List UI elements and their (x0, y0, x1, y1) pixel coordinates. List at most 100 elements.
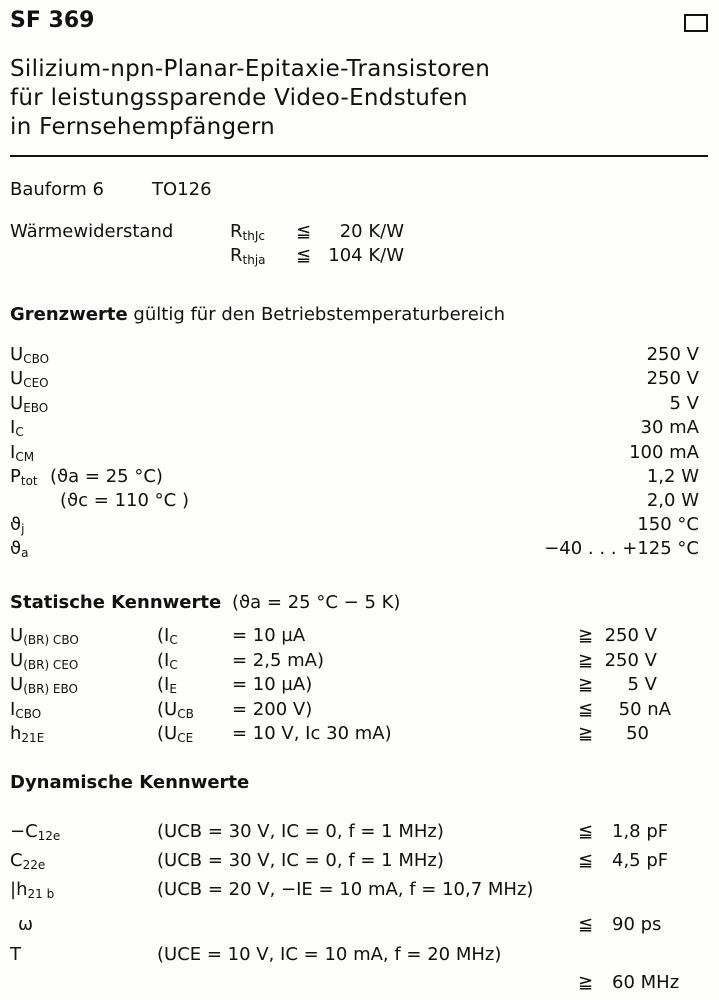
thermal-row: RthJc ≦ 20 K/W (0, 221, 719, 245)
divider (10, 155, 708, 157)
symbol-main: I (10, 417, 16, 438)
value: 250 V (604, 625, 657, 646)
condition: (UCB = 30 V, IC = 0, f = 1 MHz) (157, 850, 444, 871)
symbol: Rthja (230, 245, 266, 267)
symbol: UCBO (10, 344, 49, 366)
symbol-subscript: j (21, 522, 25, 536)
value: 60 MHz (612, 972, 680, 993)
param: (UCB (157, 699, 194, 721)
subtitle-line-1: Silizium-npn-Planar-Epitaxie-Transistore… (10, 56, 491, 82)
symbol-main: h (10, 723, 22, 744)
symbol-main: U (10, 649, 24, 671)
symbol: −C12e (10, 821, 60, 843)
thermal-row: Rthja ≦ 104 K/W (0, 245, 719, 269)
symbol-subscript: (BR) CEO (23, 657, 79, 672)
dynamic-row: C22e (UCB = 30 V, IC = 0, f = 1 MHz) ≦ 4,5 … (0, 850, 719, 874)
symbol: UCEO (10, 368, 49, 390)
param-subscript: CB (177, 706, 194, 721)
symbol-main: ω (18, 914, 34, 935)
symbol: U(BR) CBO (10, 625, 79, 647)
symbol-subscript: CEO (23, 376, 49, 390)
condition: (UCB = 20 V, −IE = 10 mA, f = 10,7 MHz) (157, 879, 534, 900)
limit-row: Ptot (ϑa = 25 °C) 1,2 W (0, 466, 719, 490)
symbol-subscript: a (21, 546, 29, 560)
dynamic-row: T (UCE = 10 V, IC = 10 mA, f = 20 MHz) (0, 944, 719, 968)
condition: (ϑc = 110 °C ) (60, 490, 189, 511)
symbol: U(BR) CEO (10, 650, 78, 672)
condition: (UCE = 10 V, IC = 10 mA, f = 20 MHz) (157, 944, 502, 965)
symbol-subscript: tot (20, 474, 38, 488)
operator: ≦ (578, 698, 594, 720)
symbol-subscript: (BR) EBO (23, 682, 78, 696)
checkbox-square-icon (684, 14, 708, 32)
symbol: T (10, 944, 21, 966)
dynamic-row: −C12e (UCB = 30 V, IC = 0, f = 1 MHz) ≦ 1,8… (0, 821, 719, 845)
thermal-label: Wärmewiderstand (10, 221, 174, 242)
symbol-main: U (10, 393, 24, 414)
value: 30 mA (640, 417, 699, 438)
static-row: U(BR) CEO (IC = 2,5 mA) ≧ 250 V (0, 650, 719, 674)
symbol-subscript: 21E (21, 731, 45, 745)
package-value: TO126 (152, 179, 212, 200)
operator: ≦ (578, 850, 594, 871)
limit-row: UEBO 5 V (0, 393, 719, 417)
subtitle-line-2: für leistungssparende Video-Endstufen (10, 85, 468, 111)
operator: ≦ (296, 221, 312, 242)
symbol-main: U (10, 674, 24, 695)
symbol-main: T (10, 944, 21, 965)
symbol-subscript: EBO (23, 401, 49, 415)
dynamic-row: ≧ 60 MHz (0, 972, 719, 996)
symbol: RthJc (230, 221, 265, 243)
value: 5 V (627, 674, 658, 695)
symbol-subscript: thja (242, 253, 266, 267)
static-row: ICBO (UCB = 200 V) ≦ 50 nA (0, 699, 719, 723)
limits-heading: Grenzwerte gültig für den Betriebstemper… (10, 304, 505, 325)
operator: ≧ (578, 625, 594, 646)
limit-row: UCBO 250 V (0, 344, 719, 368)
dynamic-heading: Dynamische Kennwerte (10, 772, 250, 793)
package-label: Bauform 6 (10, 179, 104, 200)
symbol-subscript: CM (15, 450, 35, 464)
symbol: ICM (10, 442, 34, 464)
value: 250 V (604, 649, 657, 671)
param: (IC (157, 650, 178, 672)
condition: (ϑa = 25 °C) (50, 466, 163, 487)
symbol: ϑj (10, 514, 25, 536)
limit-row: IC 30 mA (0, 417, 719, 441)
param-main: (U (157, 698, 178, 720)
param-main: (I (157, 674, 170, 695)
limit-row: ICM 100 mA (0, 442, 719, 466)
symbol-main: U (10, 368, 24, 389)
operator: ≦ (296, 245, 312, 266)
limit-row: (ϑc = 110 °C ) 2,0 W (0, 490, 719, 514)
operator: ≦ (578, 821, 594, 842)
limits-heading-bold: Grenzwerte (10, 304, 128, 325)
symbol: Ptot (10, 466, 38, 488)
value: 50 (626, 723, 649, 744)
dynamic-row: |h21 b (UCB = 20 V, −IE = 10 mA, f = 10,7… (0, 879, 719, 903)
value: 4,5 pF (612, 850, 669, 871)
value: 1,8 pF (612, 821, 669, 842)
symbol-subscript: (BR) CBO (23, 633, 79, 647)
operator: ≧ (578, 972, 594, 993)
subtitle-line-3: in Fernsehempfängern (10, 114, 276, 140)
condition: (UCB = 30 V, IC = 0, f = 1 MHz) (157, 821, 444, 842)
symbol-subscript: CBO (23, 352, 50, 366)
param-subscript: C (169, 633, 178, 647)
value: −40 . . . +125 °C (544, 538, 699, 559)
operator: ≧ (578, 674, 594, 695)
symbol-main: −C (10, 821, 38, 842)
symbol: ϑa (10, 538, 29, 560)
symbol-subscript: 22e (22, 858, 46, 872)
symbol-subscript: C (15, 425, 24, 439)
value: 2,0 W (646, 490, 699, 511)
limit-row: ϑa −40 . . . +125 °C (0, 538, 719, 562)
operator: ≧ (578, 723, 594, 744)
condition: = 200 V) (232, 698, 313, 720)
symbol-main: R (230, 245, 243, 266)
static-row: U(BR) CBO (IC = 10 µA ≧ 250 V (0, 625, 719, 649)
symbol-main: U (10, 344, 24, 365)
param: (UCE (157, 723, 193, 745)
value: 90 ps (612, 914, 662, 935)
param: (IC (157, 625, 178, 647)
